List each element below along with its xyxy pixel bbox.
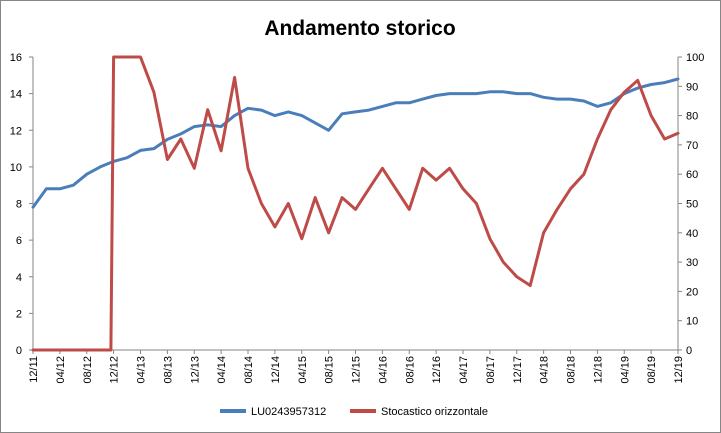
- x-tick-label: 04/13: [136, 356, 148, 384]
- x-tick-label: 12/13: [189, 356, 201, 384]
- x-tick-label: 04/16: [377, 356, 389, 384]
- x-tick-label: 04/12: [55, 356, 67, 384]
- x-tick-label: 08/15: [324, 356, 336, 384]
- x-tick-label: 04/15: [297, 356, 309, 384]
- y-right-tick-label: 40: [686, 228, 698, 240]
- series-line-0: [31, 77, 680, 209]
- y-left-tick-label: 0: [16, 345, 22, 357]
- x-tick-label: 12/18: [592, 356, 604, 384]
- x-tick-label: 08/12: [82, 356, 94, 384]
- x-tick-label: 08/14: [243, 356, 255, 384]
- y-right-tick-label: 10: [686, 316, 698, 328]
- x-tick-label: 08/18: [566, 356, 578, 384]
- x-tick-label: 04/18: [539, 356, 551, 384]
- y-left-tick-label: 4: [16, 272, 22, 284]
- x-tick-label: 08/19: [646, 356, 658, 384]
- x-tick-label: 04/19: [619, 356, 631, 384]
- y-left-tick-label: 16: [10, 52, 22, 64]
- axes: 0 2 4 6 8 10 12 14 16 0 10 20 30 40 50 60 70 80 90 100 12/11…: [10, 52, 705, 384]
- y-right-tick-label: 30: [686, 257, 698, 269]
- x-tick-label: 12/12: [109, 356, 121, 384]
- y-right-tick-label: 90: [686, 81, 698, 93]
- y-left-tick-label: 14: [10, 89, 22, 101]
- y-left-tick-label: 12: [10, 125, 22, 137]
- y-left-tick-label: 8: [16, 199, 22, 211]
- y-left-tick-label: 2: [16, 308, 22, 320]
- series-line-1: [31, 55, 680, 352]
- x-tick-label: 04/14: [216, 356, 228, 384]
- y-left-tick-label: 6: [16, 235, 22, 247]
- chart-title: Andamento storico: [264, 17, 455, 40]
- x-tick-label: 04/17: [458, 356, 470, 384]
- x-tick-label: 12/14: [270, 356, 282, 384]
- y-left-tick-label: 10: [10, 162, 22, 174]
- x-tick-label: 12/19: [673, 356, 685, 384]
- y-right-tick-label: 70: [686, 140, 698, 152]
- legend-label-1: Stocastico orizzontale: [381, 406, 488, 418]
- x-tick-label: 12/11: [28, 356, 40, 383]
- x-tick-label: 12/16: [431, 356, 443, 384]
- legend-label-0: LU0243957312: [251, 406, 326, 418]
- y-right-tick-label: 50: [686, 199, 698, 211]
- x-tick-label: 08/16: [404, 356, 416, 384]
- y-right-tick-label: 60: [686, 169, 698, 181]
- series-group: [31, 55, 680, 352]
- y-right-tick-label: 20: [686, 286, 698, 298]
- x-tick-label: 12/15: [351, 356, 363, 384]
- x-tick-label: 08/13: [162, 356, 174, 384]
- y-right-tick-label: 80: [686, 111, 698, 123]
- x-tick-label: 08/17: [485, 356, 497, 384]
- x-tick-label: 12/17: [512, 356, 524, 384]
- y-right-tick-label: 0: [686, 345, 692, 357]
- y-right-tick-label: 100: [686, 52, 704, 64]
- legend: LU0243957312 Stocastico orizzontale: [220, 406, 488, 418]
